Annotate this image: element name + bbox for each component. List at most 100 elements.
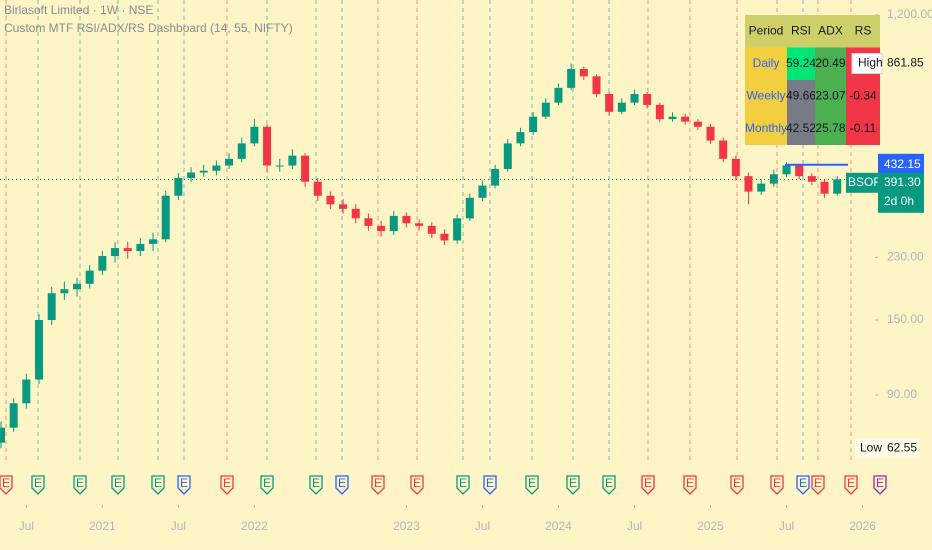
candle-body	[833, 179, 842, 194]
earnings-icon-text: E	[605, 476, 613, 490]
candle-body	[427, 225, 436, 234]
candle-body	[617, 102, 626, 112]
x-tick-label: Jul	[475, 519, 490, 533]
earnings-icon-text: E	[814, 476, 822, 490]
candle-body	[263, 126, 272, 166]
y-tick-label: 1,200.00	[887, 7, 932, 21]
candle-body	[402, 215, 411, 224]
candle-body	[22, 379, 31, 404]
earnings-icon	[0, 475, 13, 495]
earnings-icon	[730, 475, 744, 495]
x-tick-label: Jul	[779, 519, 794, 533]
table-header-text: ADX	[818, 23, 843, 37]
dashboard-table: Period RSI ADX RS Daily 59.24 20.49 Weekly 49.66…	[745, 15, 880, 145]
earnings-icon	[844, 475, 858, 495]
candle-body	[351, 208, 360, 219]
candle-body	[161, 195, 170, 240]
table-cell	[787, 80, 815, 113]
candle-body	[503, 143, 512, 169]
table-cell	[787, 112, 815, 145]
candle-body	[212, 165, 221, 171]
earnings-icon	[811, 475, 825, 495]
table-cell	[745, 47, 787, 80]
candle-body	[465, 197, 474, 219]
high-label-box	[851, 53, 883, 75]
x-tick-label: Jul	[19, 519, 34, 533]
candle-body	[453, 218, 462, 241]
earnings-icon	[31, 475, 45, 495]
candle-body	[491, 168, 500, 186]
table-header-text: Period	[749, 23, 784, 37]
candle-body	[655, 104, 664, 120]
table-header-cell	[815, 15, 846, 48]
earnings-icon	[111, 475, 125, 495]
low-label-box	[855, 438, 920, 459]
candle-body	[681, 116, 690, 122]
earnings-icon	[641, 475, 655, 495]
earnings-icon	[371, 475, 385, 495]
candle-body	[731, 158, 740, 177]
countdown-label: 2d 0h	[884, 194, 914, 208]
level-label-box	[878, 153, 924, 176]
candle-body	[111, 248, 120, 257]
table-cell	[815, 47, 846, 80]
candle-body	[579, 69, 588, 77]
candle-body	[339, 204, 348, 209]
table-cell	[815, 80, 846, 113]
candle-body	[85, 270, 94, 284]
x-tick-label: 2024	[545, 519, 572, 533]
candle-body	[364, 218, 373, 226]
low-label: Low	[860, 440, 882, 454]
table-header-text: RS	[855, 23, 872, 37]
candle-body	[389, 215, 398, 232]
earnings-icon-text: E	[180, 476, 188, 490]
last-price-label: 391.30	[884, 175, 921, 189]
candle-body	[693, 121, 702, 127]
high-value: 861.85	[887, 56, 924, 70]
earnings-icon	[602, 475, 616, 495]
candle-body	[757, 183, 766, 192]
candle-body	[529, 116, 538, 133]
candle-body	[35, 320, 44, 380]
last-price-box	[878, 172, 924, 213]
table-header-cell	[745, 15, 787, 48]
table-cell	[846, 112, 880, 145]
table-header-text: RSI	[791, 23, 811, 37]
candle-body	[250, 126, 259, 144]
earnings-icon	[177, 475, 191, 495]
table-cell-text: Weekly	[746, 88, 785, 102]
earnings-icon	[770, 475, 784, 495]
candle-body	[377, 225, 386, 232]
candle-body	[275, 165, 284, 167]
candle-body	[9, 403, 18, 428]
earnings-icon	[309, 475, 323, 495]
low-value: 62.55	[887, 440, 917, 454]
earnings-icon	[796, 475, 810, 495]
x-tick-label: 2023	[393, 519, 420, 533]
table-cell-text: Monthly	[745, 121, 787, 135]
table-cell-text: 23.07	[815, 88, 845, 102]
candle-body	[326, 195, 335, 205]
candle-body	[136, 243, 145, 252]
ticker-box	[846, 172, 879, 193]
candle-body	[123, 248, 132, 252]
earnings-icon-text: E	[2, 476, 10, 490]
candle-body	[199, 170, 208, 173]
candle-body	[820, 181, 829, 194]
candle-body	[769, 174, 778, 184]
candle-body	[807, 176, 816, 182]
candle-body	[605, 94, 614, 112]
level-label: 432.15	[884, 157, 921, 171]
x-tick-label: Jul	[171, 519, 186, 533]
candle-body	[187, 172, 196, 178]
table-cell	[787, 47, 815, 80]
table-cell-text: -0.11	[850, 121, 877, 135]
earnings-icon-text: E	[114, 476, 122, 490]
earnings-icon	[873, 475, 887, 495]
earnings-icon	[456, 475, 470, 495]
earnings-icon-text: E	[413, 476, 421, 490]
earnings-icon-text: E	[312, 476, 320, 490]
table-cell-text: 49.66	[786, 88, 816, 102]
candle-body	[567, 69, 576, 88]
earnings-icon	[151, 475, 165, 495]
